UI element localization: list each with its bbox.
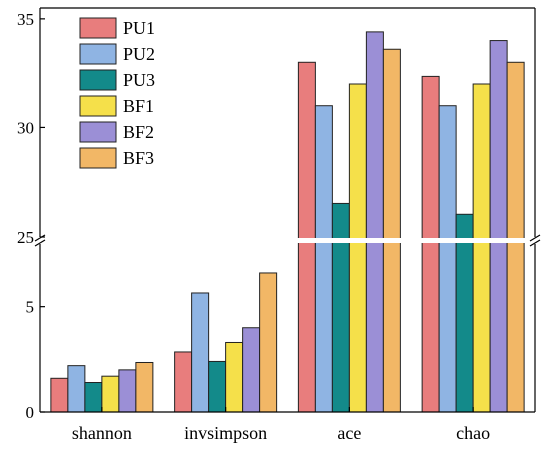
bar-PU3-shannon — [84, 382, 103, 413]
legend-label-BF3: BF3 — [123, 148, 154, 168]
bar-PU2-chao — [438, 105, 457, 413]
bar-BF2-ace — [365, 31, 384, 413]
bar-PU1-invsimpson — [174, 351, 193, 413]
bar-PU2-shannon — [67, 365, 86, 413]
bar-BF1-invsimpson — [225, 341, 244, 413]
bar-BF2-invsimpson — [242, 327, 261, 413]
bar-BF1-chao — [472, 83, 491, 413]
legend-swatch-BF2 — [79, 121, 117, 143]
bar-BF2-shannon — [118, 369, 137, 413]
y-tick-label-upper-25: 25 — [17, 228, 34, 247]
legend-label-PU2: PU2 — [123, 44, 155, 64]
y-tick-label-upper-35: 35 — [17, 10, 34, 29]
legend-swatch-PU2 — [79, 43, 117, 65]
bar-PU1-shannon — [50, 377, 69, 413]
bar-BF3-chao — [506, 61, 525, 413]
x-tick-label-ace: ace — [337, 423, 361, 443]
bar-BF1-ace — [348, 83, 367, 413]
bar-BF3-invsimpson — [259, 272, 278, 413]
legend-label-BF2: BF2 — [123, 122, 154, 142]
legend-label-PU3: PU3 — [123, 70, 155, 90]
break-mark-1-b — [529, 239, 541, 247]
bar-PU2-ace — [314, 105, 333, 413]
break-mark-0-b — [34, 239, 46, 247]
bar-PU1-chao — [421, 75, 440, 413]
break-mark-0-a — [34, 234, 46, 242]
bar-PU3-ace — [331, 202, 350, 413]
bar-PU2-invsimpson — [191, 292, 210, 413]
x-tick-label-chao: chao — [456, 423, 490, 443]
y-tick-label-lower-5: 5 — [26, 298, 35, 317]
break-mark-1-a — [529, 234, 541, 242]
legend-label-BF1: BF1 — [123, 96, 154, 116]
bar-BF2-chao — [489, 40, 508, 413]
bar-PU3-invsimpson — [208, 360, 227, 413]
legend-swatch-PU1 — [79, 17, 117, 39]
axis-break-gap — [34, 238, 541, 243]
y-tick-label-upper-30: 30 — [17, 118, 34, 137]
legend-swatch-PU3 — [79, 69, 117, 91]
x-tick-label-shannon: shannon — [72, 423, 132, 443]
bar-PU3-chao — [455, 213, 474, 413]
bar-BF1-shannon — [101, 375, 120, 413]
bar-PU1-ace — [297, 61, 316, 413]
bar-BF3-ace — [382, 48, 401, 413]
bar-BF3-shannon — [135, 361, 154, 413]
legend-swatch-BF3 — [79, 147, 117, 169]
legend-swatch-BF1 — [79, 95, 117, 117]
y-tick-label-lower-0: 0 — [26, 403, 35, 422]
legend-label-PU1: PU1 — [123, 18, 155, 38]
x-tick-label-invsimpson: invsimpson — [184, 423, 267, 443]
